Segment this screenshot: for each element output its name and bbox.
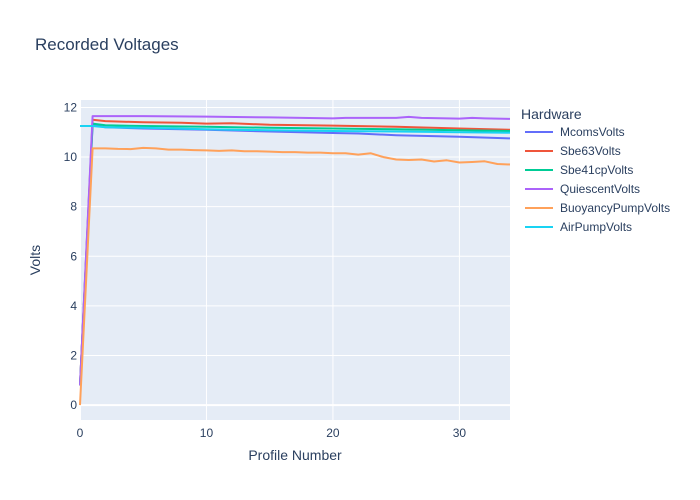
x-tick-label: 30 — [453, 426, 467, 440]
series-lines — [79, 115, 511, 406]
series-line-Sbe63Volts — [79, 118, 511, 386]
legend: Hardware McomsVolts Sbe63Volts Sbe41cpVolt… — [521, 106, 670, 234]
series-line-Sbe41cpVolts — [79, 122, 511, 386]
legend-label-BuoyancyPumpVolts[interactable]: BuoyancyPumpVolts — [560, 201, 670, 215]
y-tick-label: 10 — [64, 150, 78, 164]
plot-area-background — [80, 100, 510, 420]
legend-label-Sbe63Volts[interactable]: Sbe63Volts — [560, 144, 621, 158]
y-tick-label: 2 — [70, 349, 77, 363]
series-line-QuiescentVolts — [79, 115, 511, 386]
y-tick-label: 4 — [70, 299, 77, 313]
y-axis-title: Volts — [27, 245, 43, 275]
y-tick-label: 6 — [70, 249, 77, 263]
legend-label-Sbe41cpVolts[interactable]: Sbe41cpVolts — [560, 163, 633, 177]
legend-label-McomsVolts[interactable]: McomsVolts — [560, 125, 625, 139]
legend-title: Hardware — [521, 106, 582, 122]
x-axis-ticks: 0 10 20 30 — [77, 426, 467, 440]
y-tick-label: 12 — [64, 100, 78, 114]
legend-label-AirPumpVolts[interactable]: AirPumpVolts — [560, 220, 632, 234]
y-axis-ticks: 0 2 4 6 8 10 12 — [64, 100, 78, 412]
series-line-BuoyancyPumpVolts — [79, 146, 511, 406]
x-tick-label: 10 — [200, 426, 214, 440]
y-tick-label: 8 — [70, 200, 77, 214]
legend-label-QuiescentVolts[interactable]: QuiescentVolts — [560, 182, 640, 196]
x-tick-label: 20 — [326, 426, 340, 440]
x-axis-title: Profile Number — [248, 447, 342, 463]
x-tick-label: 0 — [77, 426, 84, 440]
chart-title: Recorded Voltages — [35, 35, 179, 54]
y-tick-label: 0 — [70, 398, 77, 412]
series-line-AirPumpVolts — [80, 125, 511, 134]
